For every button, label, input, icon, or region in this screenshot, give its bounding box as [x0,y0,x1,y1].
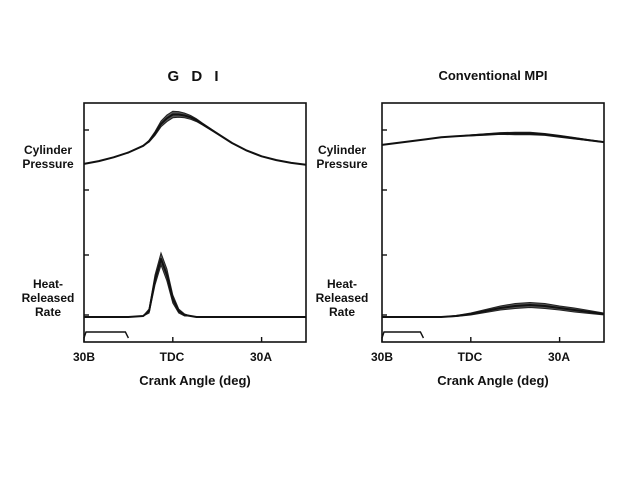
x-tick-30b-mpi: 30B [370,350,394,364]
x-tick-tdc-mpi: TDC [457,350,483,364]
injection-window-mpi [381,331,425,339]
xlabel-crank-angle-mpi: Crank Angle (deg) [437,373,549,388]
heat-release-line-mpi [382,304,605,318]
heat-release-spread-band-gdi [84,251,306,318]
pressure-line-gdi [83,113,307,166]
heat-release-line-gdi [84,258,306,318]
ylabel-cylinder-pressure-gdi: Cylinder Pressure [22,143,74,171]
pressure-line-mpi [381,132,605,146]
plot-frame-gdi [83,102,307,343]
chart-title-mpi: Conventional MPI [438,68,548,83]
ylabel-cylinder-pressure-mpi: Cylinder Pressure [316,143,368,171]
plot-frame-mpi [381,102,605,343]
x-tick-30a-gdi: 30A [249,350,273,364]
x-tick-30b-gdi: 30B [72,350,96,364]
ylabel-heat-release-gdi: Heat-Released Rate [21,277,75,319]
injection-window-gdi [83,331,130,339]
chart-title-gdi: G D I [167,68,223,85]
ylabel-heat-release-mpi: Heat-Released Rate [315,277,369,319]
x-tick-30a-mpi: 30A [547,350,571,364]
x-tick-tdc-gdi: TDC [159,350,185,364]
xlabel-crank-angle-gdi: Crank Angle (deg) [139,373,251,388]
